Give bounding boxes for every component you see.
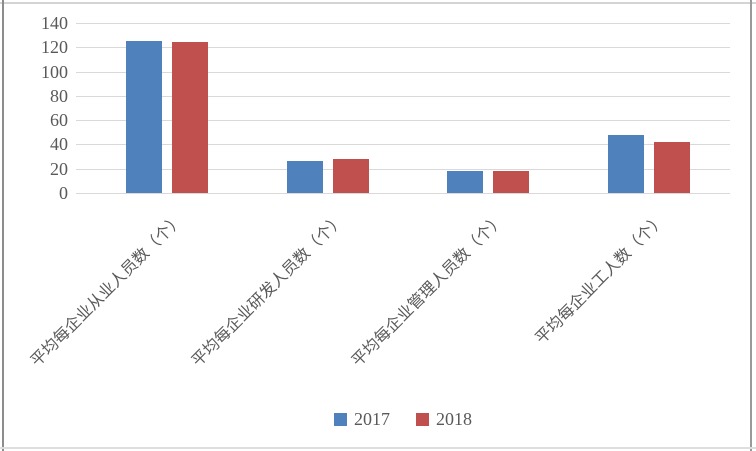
legend-item-2018: 2018 xyxy=(416,409,472,430)
legend: 2017 2018 xyxy=(76,409,730,430)
y-tick-label: 100 xyxy=(41,61,68,82)
bar-2017-category-4 xyxy=(607,134,644,193)
bar-2017-category-1 xyxy=(126,41,163,193)
gridline xyxy=(76,47,730,49)
legend-label: 2017 xyxy=(354,409,390,429)
bar-2017-category-2 xyxy=(286,161,323,193)
y-tick-label: 60 xyxy=(50,110,68,131)
legend-swatch-2018 xyxy=(416,413,429,426)
bar-2018-category-1 xyxy=(172,42,209,193)
bar-2018-category-4 xyxy=(653,142,690,193)
gridline xyxy=(76,71,730,73)
y-tick-label: 140 xyxy=(41,13,68,33)
y-tick-label: 40 xyxy=(50,134,68,155)
y-tick-label: 80 xyxy=(50,85,68,106)
gridline xyxy=(76,23,730,24)
gridline xyxy=(76,144,730,146)
gridline xyxy=(76,193,730,194)
y-tick-label: 20 xyxy=(50,158,68,179)
x-category-label: 平均每企业从业人员数（个） xyxy=(28,211,188,371)
frame-border-left xyxy=(2,0,4,451)
y-tick-label: 120 xyxy=(41,37,68,58)
legend-item-2017: 2017 xyxy=(334,409,390,430)
x-category-label: 平均每企业管理人员数（个） xyxy=(349,211,509,371)
legend-swatch-2017 xyxy=(334,413,347,426)
bar-2018-category-3 xyxy=(493,171,530,193)
x-category-label: 平均每企业研发人员数（个） xyxy=(188,211,348,371)
gridline xyxy=(76,168,730,170)
bar-2018-category-2 xyxy=(332,159,369,193)
x-category-label: 平均每企业工人数（个） xyxy=(532,211,669,348)
frame-border-right xyxy=(750,0,752,451)
frame-border-top xyxy=(0,2,756,4)
frame-border-bottom xyxy=(0,447,756,449)
gridline xyxy=(76,120,730,122)
y-tick-label: 0 xyxy=(59,183,68,203)
gridline xyxy=(76,95,730,97)
legend-label: 2018 xyxy=(436,409,472,429)
bar-2017-category-3 xyxy=(447,171,484,193)
